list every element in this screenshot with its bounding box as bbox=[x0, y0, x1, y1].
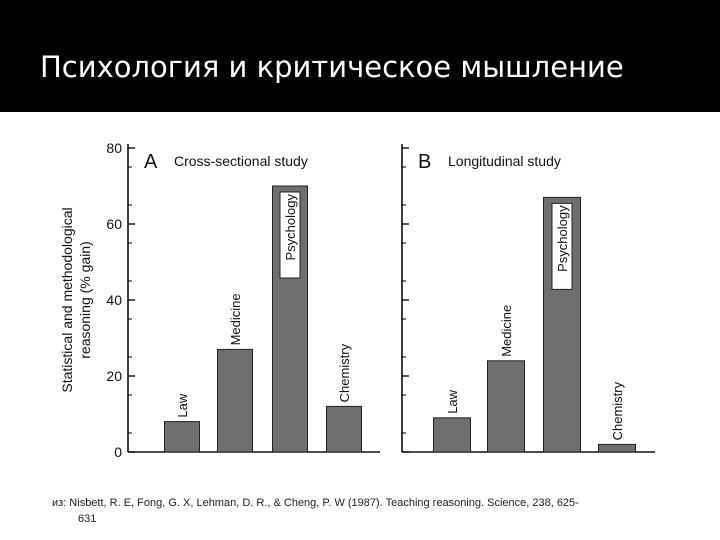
category-label-chemistry: Chemistry bbox=[610, 381, 625, 440]
category-label-box bbox=[551, 202, 573, 290]
panel-letter-B: B bbox=[418, 151, 431, 173]
citation-line-1: из: Nisbett, R. E, Fong, G. X, Lehman, D… bbox=[52, 497, 579, 509]
category-label-medicine: Medicine bbox=[499, 305, 514, 357]
y-tick-label: 80 bbox=[106, 140, 122, 156]
category-label-psychology: Psychology bbox=[555, 205, 570, 272]
category-label-medicine: Medicine bbox=[228, 293, 243, 345]
category-label-psychology: Psychology bbox=[283, 194, 298, 261]
panel-title-B: Longitudinal study bbox=[448, 153, 561, 169]
slide-title: Психология и критическое мышление bbox=[40, 50, 624, 84]
y-axis-label-line-1: Statistical and methodological bbox=[59, 207, 75, 392]
category-label-law: Law bbox=[445, 389, 460, 413]
bar-law-B bbox=[433, 417, 471, 453]
y-axis-label-line-2: reasoning (% gain) bbox=[77, 241, 93, 359]
bar-chemistry-A bbox=[326, 405, 362, 453]
citation: из: Nisbett, R. E, Fong, G. X, Lehman, D… bbox=[52, 495, 692, 527]
citation-line-2: 631 bbox=[78, 513, 97, 525]
y-tick-label: 0 bbox=[114, 444, 122, 460]
bar-chemistry-B bbox=[598, 443, 636, 453]
title-bar: Психология и критическое мышление bbox=[0, 0, 720, 112]
bar-medicine-A bbox=[217, 348, 253, 453]
category-label-law: Law bbox=[175, 393, 190, 417]
bar-psychology-B bbox=[543, 196, 581, 453]
panel-title-A: Cross-sectional study bbox=[174, 153, 308, 169]
category-label-box bbox=[279, 191, 301, 279]
y-tick-label: 20 bbox=[106, 368, 122, 384]
bar-law-A bbox=[164, 421, 200, 453]
panel-letter-A: A bbox=[144, 151, 158, 173]
bar-chart-figure: 0 20 40 60 80 A Cross-sectional study Law Medici… bbox=[59, 140, 655, 460]
y-tick-label: 60 bbox=[106, 216, 122, 232]
category-label-chemistry: Chemistry bbox=[337, 343, 352, 402]
bar-medicine-B bbox=[487, 360, 525, 453]
y-tick-label: 40 bbox=[106, 292, 122, 308]
